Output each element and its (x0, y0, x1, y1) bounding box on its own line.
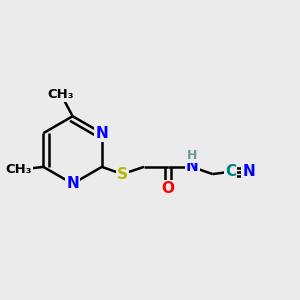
Text: C: C (225, 164, 236, 179)
Text: CH₃: CH₃ (5, 163, 32, 176)
Text: N: N (242, 164, 255, 179)
Text: N: N (95, 126, 108, 141)
Text: O: O (162, 181, 175, 196)
Text: N: N (186, 159, 199, 174)
Text: CH₃: CH₃ (48, 88, 74, 101)
Text: S: S (117, 167, 128, 182)
Text: H: H (187, 149, 197, 162)
Text: N: N (66, 176, 79, 191)
